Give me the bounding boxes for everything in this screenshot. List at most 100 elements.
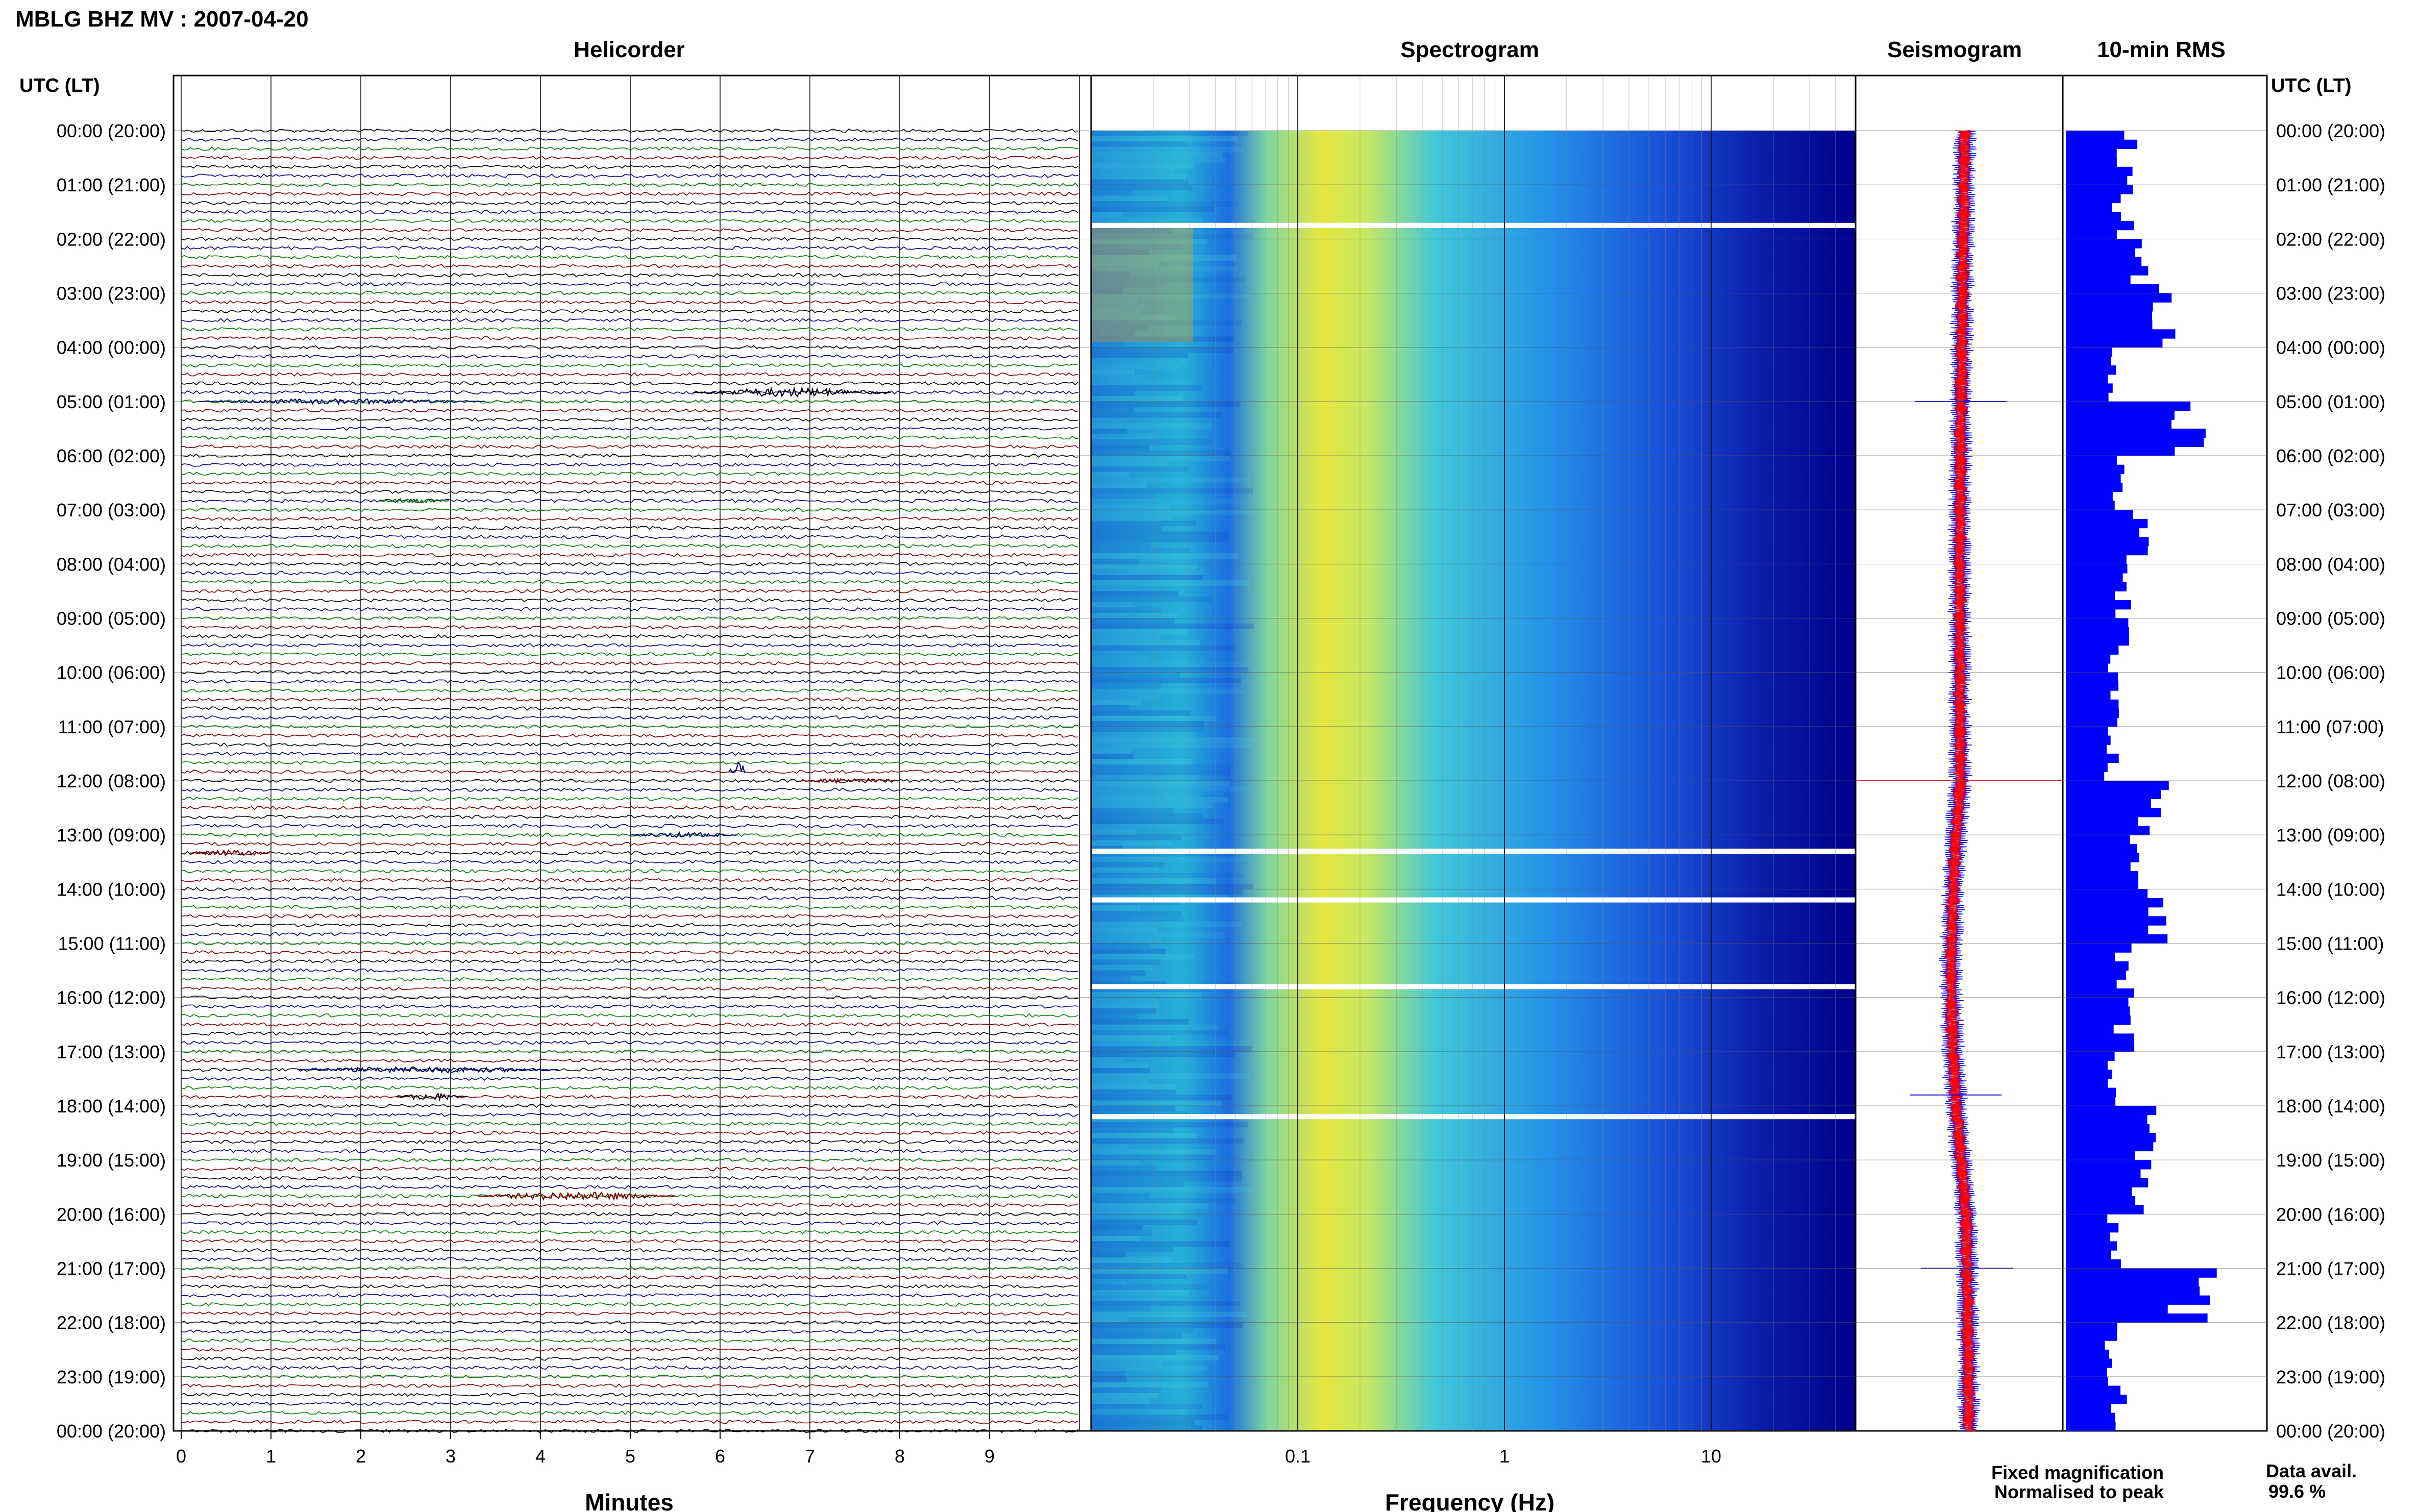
helicorder-trace — [181, 896, 1079, 901]
rms-panel — [2062, 75, 2268, 1432]
rms-bar — [2066, 1178, 2149, 1187]
spectrogram-stripe — [1091, 168, 1174, 174]
spectrogram-stripe — [1091, 683, 1162, 689]
spectrogram-stripe — [1091, 688, 1245, 695]
rms-bar — [2066, 781, 2169, 790]
spectrogram-stripe — [1091, 759, 1193, 765]
rms-bar — [2066, 185, 2133, 194]
spectrogram-stripe — [1091, 1165, 1156, 1171]
rms-bar — [2066, 1060, 2108, 1070]
spectrogram-stripe — [1091, 1376, 1127, 1382]
hour-label-right: 03:00 (23:00) — [2276, 283, 2385, 304]
spectrogram-stripe — [1091, 1322, 1243, 1328]
rms-bar — [2066, 672, 2118, 682]
spectrogram-stripe — [1091, 612, 1178, 618]
rms-bar — [2066, 1142, 2154, 1152]
rms-bar — [2066, 1395, 2127, 1404]
hour-label-left: 00:00 (20:00) — [57, 1421, 166, 1442]
spectrogram-stripe — [1091, 244, 1183, 250]
helicorder-trace — [181, 1158, 1079, 1162]
spectrogram-stripe — [1091, 922, 1242, 927]
spectrogram-stripe — [1091, 580, 1249, 586]
rms-bar — [2066, 1015, 2131, 1025]
hour-label-right: 23:00 (19:00) — [2276, 1367, 2385, 1387]
hour-label-left: 02:00 (22:00) — [57, 229, 166, 250]
hour-label-right: 14:00 (10:00) — [2276, 879, 2385, 900]
hour-labels: 00:00 (20:00) 00:00 (20:00) 01:00 (21:00) 0… — [57, 120, 2385, 1442]
spectrogram-stripe — [1091, 889, 1244, 895]
rms-bar — [2066, 600, 2131, 610]
hour-label-right: 10:00 (06:00) — [2276, 662, 2385, 683]
rms-bar — [2066, 293, 2172, 303]
spectrogram-stripe — [1091, 239, 1208, 244]
spectrogram-stripe — [1091, 315, 1175, 320]
spectrogram-stripe — [1091, 846, 1123, 851]
helicorder-trace — [181, 688, 1079, 693]
helicorder-trace — [181, 164, 1079, 169]
hour-label-left: 13:00 (09:00) — [57, 825, 166, 846]
rms-bar — [2066, 952, 2115, 962]
spectrogram-stripe — [1091, 1187, 1254, 1193]
helicorder-trace — [181, 1076, 1079, 1081]
spectrogram-stripe — [1091, 970, 1146, 976]
hour-label-right: 08:00 (04:00) — [2276, 554, 2385, 575]
rms-bar — [2066, 708, 2119, 718]
helicorder-trace — [181, 318, 1079, 323]
rms-bar — [2066, 1151, 2135, 1160]
spectrogram-stripe — [1091, 661, 1251, 667]
rms-bar — [2066, 203, 2112, 212]
spectrogram-stripe — [1091, 791, 1201, 797]
helicorder-trace — [181, 1040, 1079, 1045]
spectrogram-stripe — [1091, 840, 1173, 846]
spectrogram-stripe — [1091, 770, 1230, 776]
spectrogram-stripe — [1091, 1144, 1128, 1149]
helicorder-trace — [181, 661, 1079, 666]
rms-bar — [2066, 717, 2117, 727]
spectrogram-stripe — [1091, 412, 1222, 418]
helicorder-trace — [181, 1022, 1079, 1027]
spectrogram-stripe — [1091, 531, 1228, 537]
spectrogram-stripe — [1091, 737, 1254, 743]
hour-label-left: 09:00 (05:00) — [57, 608, 166, 629]
rms-bar — [2066, 139, 2138, 149]
spectrogram-stripe — [1091, 927, 1158, 933]
spectrogram-stripe — [1091, 943, 1151, 949]
helicorder-trace — [181, 1058, 1079, 1063]
helicorder-trace — [181, 1103, 1079, 1108]
helicorder-trace — [181, 769, 1079, 774]
rms-bar — [2066, 925, 2149, 935]
spectrogram-stripe — [1091, 510, 1254, 515]
spectrogram-stripe — [1091, 829, 1137, 835]
helicorder-trace — [181, 1185, 1079, 1189]
hour-label-left: 23:00 (19:00) — [57, 1367, 166, 1387]
spectrogram-stripe — [1091, 417, 1128, 424]
helicorder-trace — [181, 824, 1079, 828]
rms-bar — [2066, 1114, 2148, 1124]
rms-bar — [2066, 456, 2117, 465]
legend-normalised-to-peak: Normalised to peak — [1994, 1481, 2164, 1502]
rms-bar — [2066, 808, 2161, 817]
hour-label-left: 17:00 (13:00) — [57, 1042, 166, 1062]
helicorder-trace — [181, 1410, 1079, 1415]
rms-bar — [2066, 1160, 2152, 1170]
helicorder-trace — [181, 526, 1079, 530]
helicorder-trace — [181, 191, 1079, 196]
rms-bar — [2066, 835, 2130, 845]
rms-bar — [2066, 663, 2108, 673]
helicorder-trace — [181, 1311, 1079, 1316]
spectrogram-stripe — [1091, 131, 1248, 136]
spectrogram-stripe — [1091, 954, 1195, 960]
helicorder-trace — [181, 535, 1079, 539]
spectrogram-stripe — [1091, 992, 1201, 998]
frequency-axis-label: Frequency (Hz) — [1385, 1489, 1554, 1512]
rms-bar — [2066, 636, 2129, 646]
spectrogram-stripe — [1091, 548, 1191, 554]
rms-bar — [2066, 1087, 2116, 1097]
spectrogram-stripe — [1091, 1024, 1218, 1030]
rms-bar — [2066, 284, 2159, 294]
helicorder-trace — [181, 1085, 1079, 1090]
helicorder-trace — [181, 264, 1079, 268]
helicorder-trace — [181, 1095, 1079, 1099]
spectrogram-stripe — [1091, 1127, 1174, 1133]
spectrogram-stripe — [1091, 699, 1141, 705]
